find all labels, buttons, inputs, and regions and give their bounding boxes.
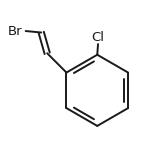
Text: Br: Br bbox=[8, 24, 23, 38]
Text: Cl: Cl bbox=[92, 31, 105, 44]
